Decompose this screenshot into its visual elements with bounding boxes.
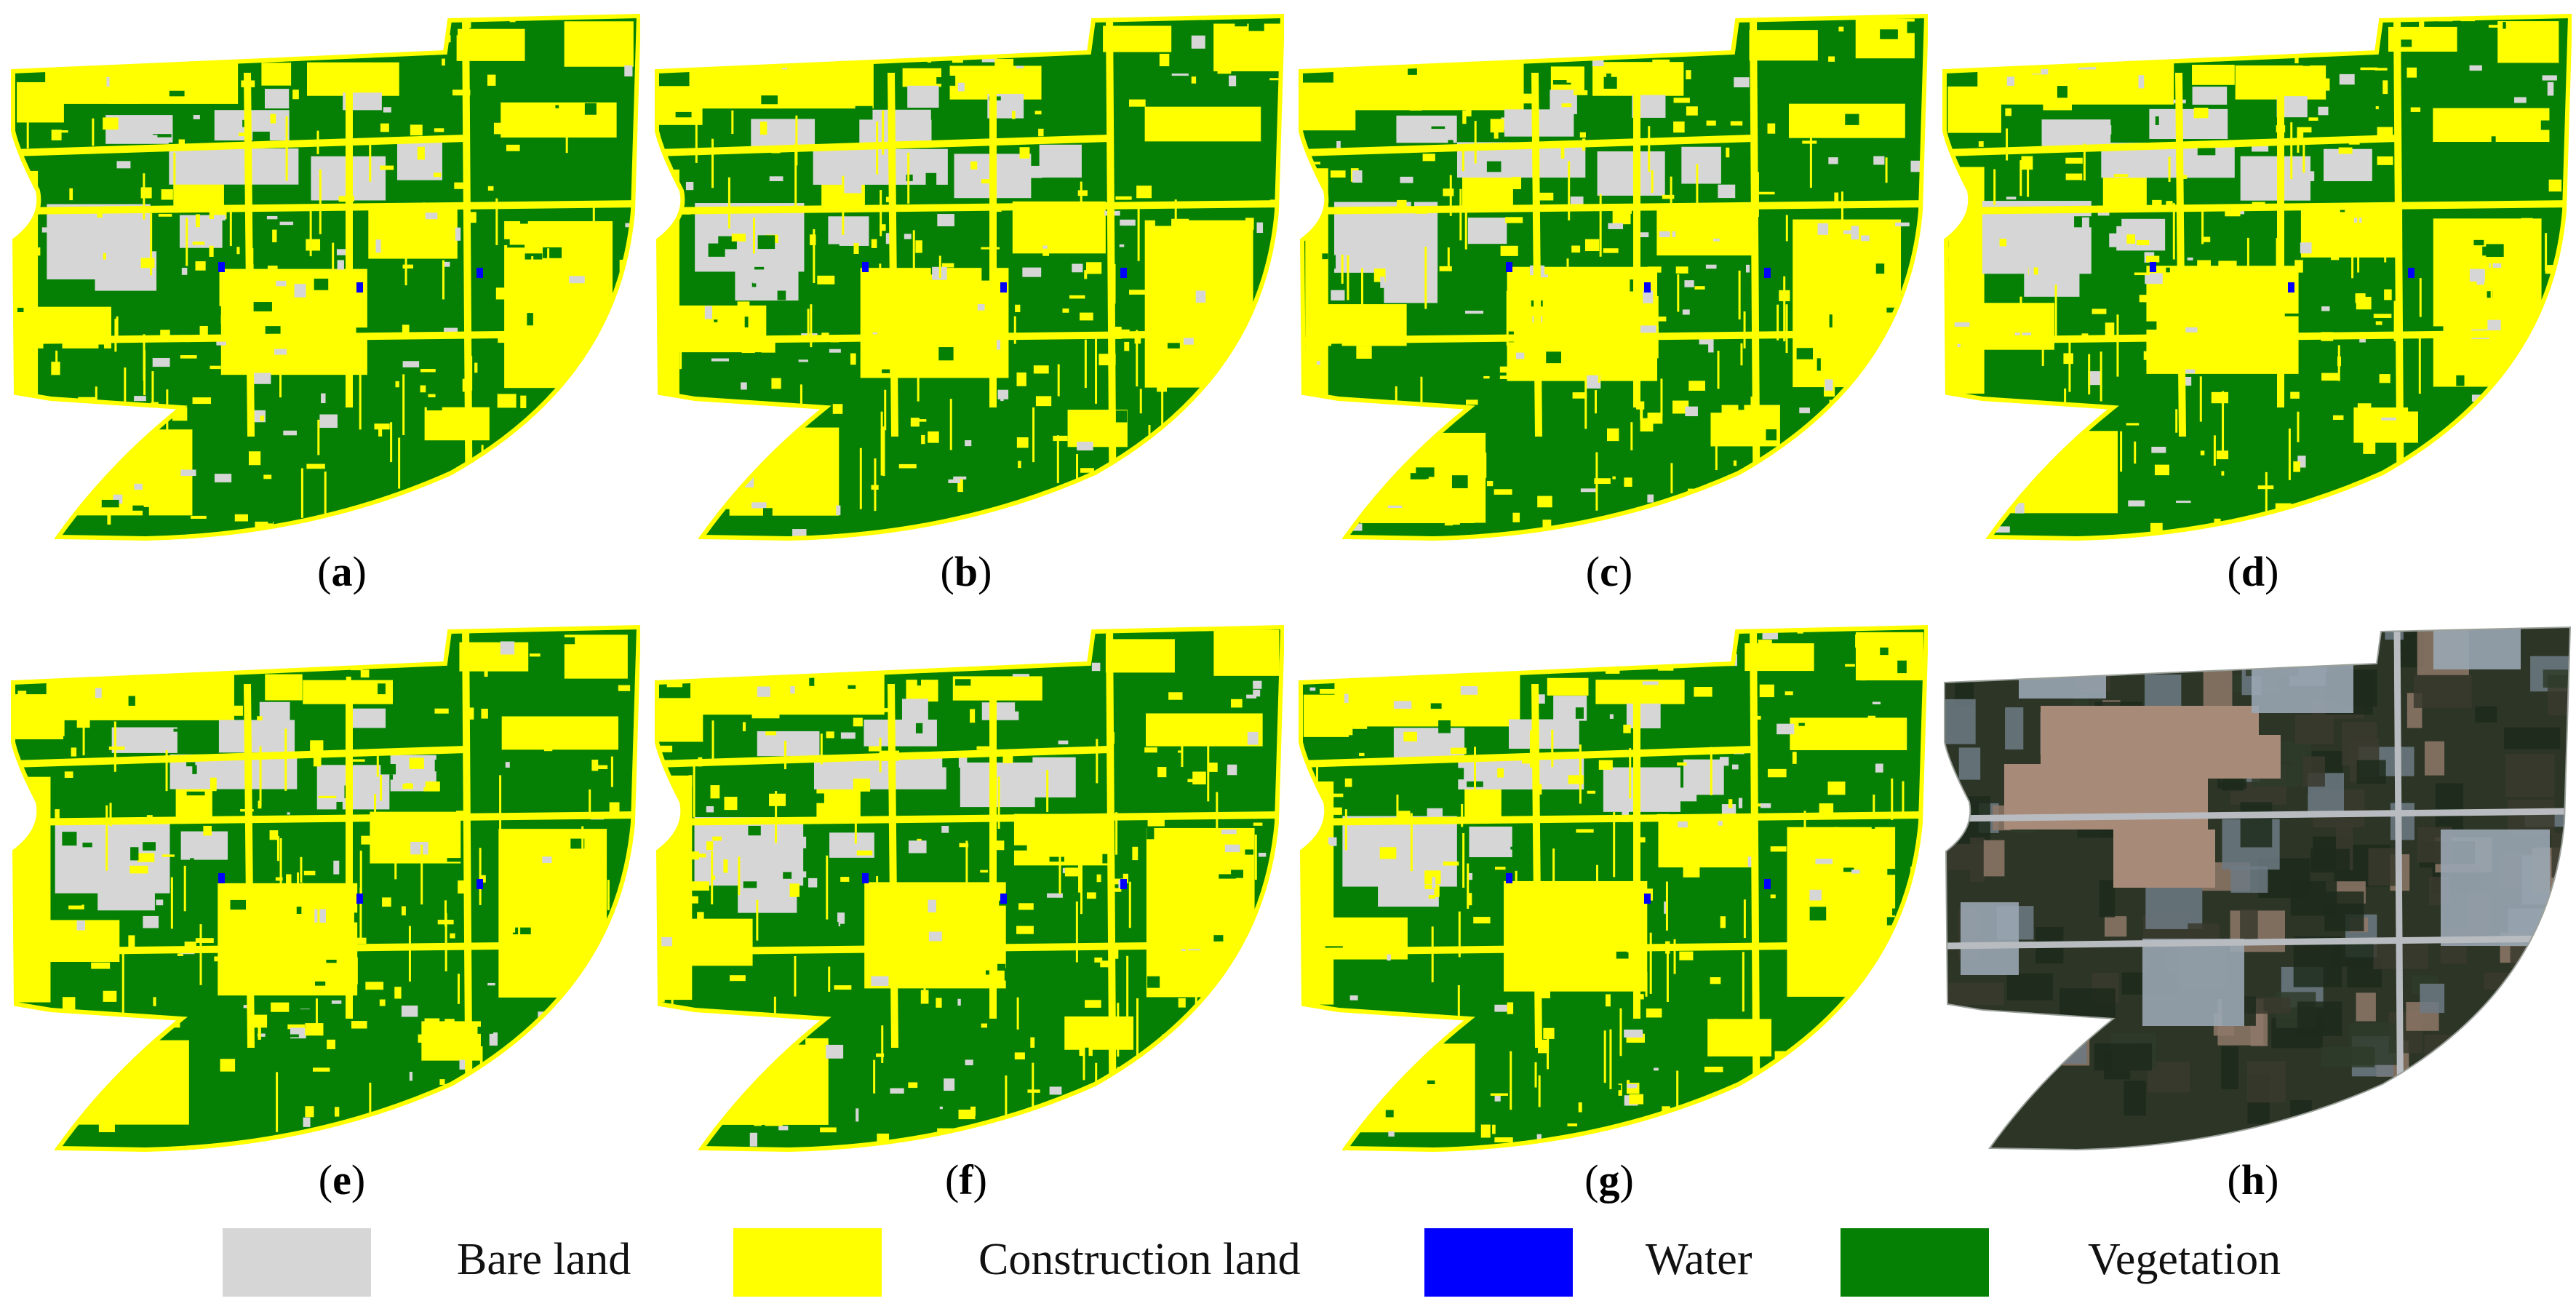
landcover-layer (1945, 16, 2570, 538)
legend-swatch-water (1424, 1228, 1573, 1297)
map-panel-h (1931, 611, 2572, 1157)
map-panel-f (644, 611, 1284, 1157)
landcover-layer (657, 627, 1283, 1150)
caption-e: (e) (318, 1156, 366, 1203)
legend-label-bare-land: Bare land (457, 1235, 631, 1284)
satellite-image (1945, 627, 2570, 1150)
map-panel-b (644, 0, 1284, 546)
caption-h: (h) (2227, 1156, 2279, 1203)
map-panel-g (1288, 611, 1928, 1157)
map-panel-c (1288, 0, 1928, 546)
map-panel-a (0, 0, 640, 546)
caption-c: (c) (1585, 548, 1633, 595)
landcover-layer (13, 16, 639, 538)
landcover-layer (657, 16, 1283, 538)
legend-label-water: Water (1646, 1235, 1752, 1284)
caption-d: (d) (2227, 548, 2279, 595)
caption-b: (b) (940, 548, 992, 595)
legend-swatch-bare-land (223, 1228, 371, 1297)
landcover-layer (1301, 627, 1926, 1150)
legend-swatch-construction-land (733, 1228, 882, 1297)
map-panel-d (1931, 0, 2572, 546)
legend-label-vegetation: Vegetation (2088, 1235, 2281, 1284)
map-panel-e (0, 611, 640, 1157)
landcover-layer (13, 627, 639, 1150)
legend-label-construction-land: Construction land (978, 1235, 1301, 1284)
legend-swatch-vegetation (1841, 1228, 1989, 1297)
caption-a: (a) (317, 548, 367, 595)
landcover-layer (1301, 16, 1926, 538)
caption-f: (f) (945, 1156, 987, 1203)
caption-g: (g) (1584, 1156, 1634, 1203)
